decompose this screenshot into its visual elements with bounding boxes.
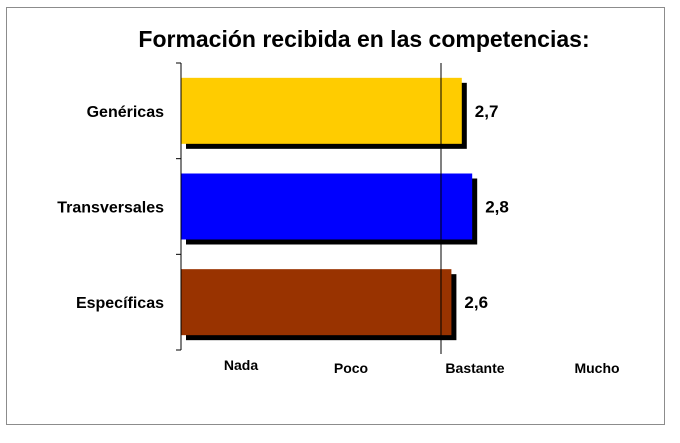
- x-tick-label: Mucho: [574, 360, 619, 376]
- category-label: Transversales: [57, 200, 164, 217]
- x-tick-label: Bastante: [445, 360, 504, 376]
- value-label: 2,8: [485, 198, 509, 217]
- x-tick-label: Poco: [334, 360, 368, 376]
- x-tick-label: Nada: [224, 357, 258, 373]
- value-label: 2,6: [464, 293, 488, 312]
- bar-1: [181, 173, 473, 240]
- bar-2: [181, 269, 452, 336]
- category-label: Específicas: [76, 295, 164, 312]
- bar-0: [181, 77, 462, 144]
- category-label: Genéricas: [87, 104, 164, 121]
- value-label: 2,7: [475, 102, 499, 121]
- chart-title: Formación recibida en las competencias:: [138, 26, 589, 52]
